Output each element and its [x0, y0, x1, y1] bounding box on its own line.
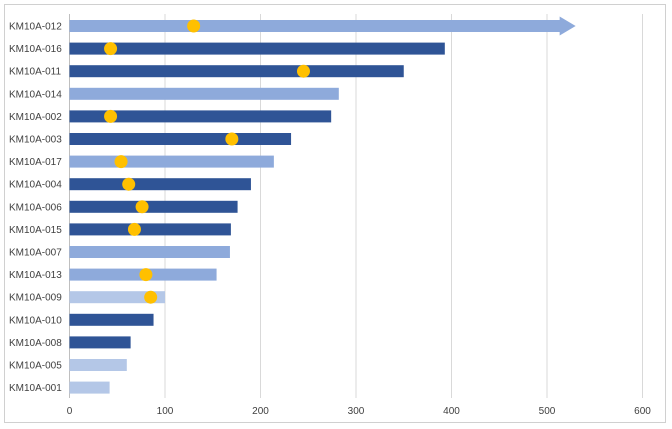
bar [69, 359, 127, 371]
bar [69, 87, 339, 100]
marker-dot [135, 200, 149, 214]
category-label: KM10A-011 [9, 67, 62, 78]
bar [69, 42, 445, 55]
bar [69, 313, 154, 326]
bar [69, 291, 165, 304]
category-label: KM10A-017 [9, 157, 62, 168]
bar [69, 381, 110, 394]
bar [69, 178, 251, 191]
x-tick-label: 400 [443, 406, 460, 417]
category-label: KM10A-007 [9, 248, 62, 259]
category-label: KM10A-005 [9, 361, 62, 372]
category-label: KM10A-002 [9, 112, 62, 123]
marker-dot [225, 132, 239, 146]
marker-dot [296, 64, 310, 78]
category-labels: KM10A-012 KM10A-016 KM10A-011 KM10A-014 KM10… [9, 22, 62, 395]
bar-arrow [69, 16, 576, 36]
category-label: KM10A-006 [9, 202, 62, 213]
bar [69, 133, 292, 145]
x-tick-label: 500 [539, 406, 556, 417]
markers [104, 19, 310, 304]
category-label: KM10A-004 [9, 180, 62, 191]
x-tick-label: 0 [67, 406, 73, 417]
bar [69, 223, 231, 236]
marker-dot [114, 155, 128, 169]
category-label: KM10A-012 [9, 22, 62, 33]
bar [69, 65, 404, 78]
category-label: KM10A-008 [9, 338, 62, 349]
x-tick-label: 600 [634, 406, 651, 417]
category-label: KM10A-016 [9, 44, 62, 55]
category-label: KM10A-013 [9, 270, 62, 281]
bar [69, 246, 230, 258]
x-tick-label: 100 [157, 406, 174, 417]
marker-dot [122, 177, 136, 191]
bar [69, 200, 238, 213]
category-label: KM10A-009 [9, 293, 62, 304]
bar [69, 110, 332, 123]
category-label: KM10A-001 [9, 383, 62, 394]
marker-dot [104, 109, 118, 123]
category-label: KM10A-014 [9, 89, 62, 100]
marker-dot [187, 19, 201, 33]
category-label: KM10A-015 [9, 225, 62, 236]
bar [69, 336, 131, 349]
marker-dot [127, 222, 141, 236]
x-tick-label: 200 [252, 406, 269, 417]
grid-lines [69, 14, 643, 398]
marker-dot [139, 268, 153, 282]
category-label: KM10A-003 [9, 135, 62, 146]
bar [69, 155, 274, 168]
x-tick-label: 300 [348, 406, 365, 417]
x-tick-labels: 0 100 200 300 400 500 600 [67, 406, 652, 417]
marker-dot [144, 290, 158, 304]
category-label: KM10A-010 [9, 315, 62, 326]
marker-dot [104, 42, 118, 56]
